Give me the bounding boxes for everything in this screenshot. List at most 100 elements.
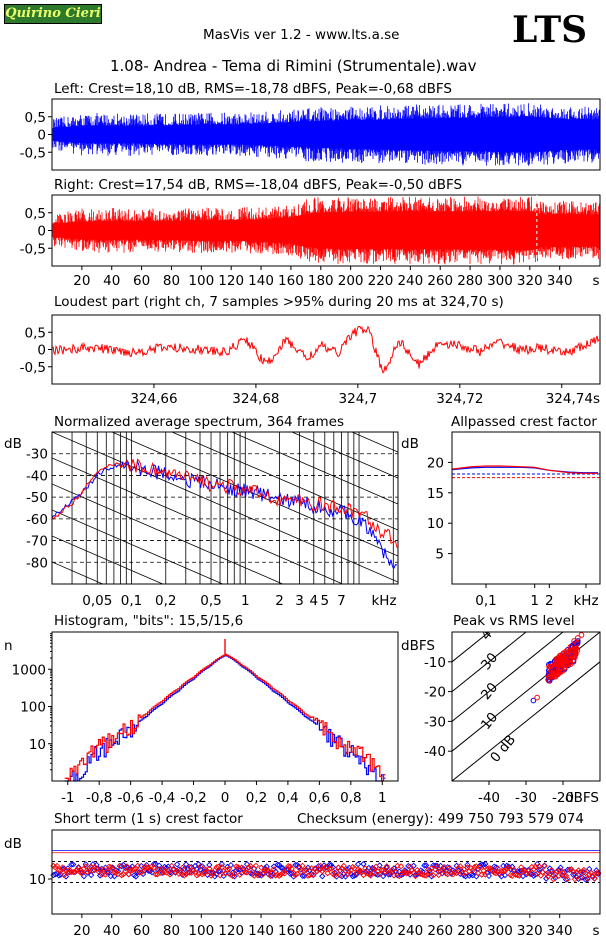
crest-point	[376, 862, 383, 869]
time-axis-label: 300	[487, 273, 513, 289]
spectrum-slope-line	[52, 535, 164, 584]
crest-point	[446, 864, 453, 871]
crest-point	[156, 866, 163, 873]
time-axis-label: 220	[368, 273, 394, 289]
spectrum-slope-line	[290, 432, 398, 479]
peak-vs-rms-ylabel: dBFS	[401, 638, 435, 654]
crest-point	[535, 863, 543, 870]
peak-rms-point	[549, 669, 556, 676]
left-waveform-signal	[52, 103, 600, 166]
crest-point	[82, 863, 89, 870]
crest-point	[274, 861, 281, 868]
crest-point	[260, 871, 267, 878]
crest-point	[268, 870, 276, 877]
time-axis-label: 280	[457, 273, 483, 289]
peak-rms-point	[572, 654, 578, 661]
crest-point	[394, 862, 401, 869]
right-waveform-signal	[52, 196, 600, 265]
crest-point	[483, 865, 491, 873]
histogram-xtick-label: -0,4	[149, 790, 175, 806]
allpassed-xtick-label: kHz	[573, 593, 598, 609]
crest-point	[473, 873, 480, 880]
crest-point	[396, 872, 403, 880]
crest-point	[372, 870, 380, 878]
crest-point	[544, 873, 552, 880]
short-term-crest-xtick-label: 160	[278, 923, 304, 939]
crest-point	[77, 869, 84, 876]
crest-point	[586, 865, 593, 873]
crest-point	[439, 866, 446, 874]
crest-point	[483, 869, 491, 877]
crest-point	[182, 861, 190, 868]
spectrum-xtick-label: 5	[321, 593, 330, 609]
crest-point	[440, 863, 448, 871]
crest-point	[100, 866, 107, 873]
crest-point	[236, 871, 243, 878]
crest-point	[288, 865, 295, 872]
crest-point	[304, 872, 312, 879]
crest-point	[251, 872, 258, 879]
crest-point	[362, 865, 369, 872]
time-axis-label: 120	[218, 273, 244, 289]
crest-point	[543, 870, 550, 878]
crest-point	[234, 864, 242, 871]
crest-point	[283, 866, 290, 873]
peak-rms-point	[555, 664, 561, 670]
crest-point	[510, 867, 518, 875]
crest-point	[304, 864, 312, 871]
crest-point	[478, 871, 485, 878]
peak-vs-rms-ytick-label: -30	[424, 714, 446, 730]
short-term-crest-xtick-label: 300	[487, 923, 513, 939]
crest-point	[564, 866, 571, 873]
peak-rms-point	[554, 671, 561, 678]
right-waveform-title: Right: Crest=17,54 dB, RMS=-18,04 dBFS, …	[54, 177, 463, 193]
histogram-xtick-label: 0	[221, 790, 230, 806]
crest-point	[191, 868, 199, 876]
crest-point	[96, 866, 104, 873]
crest-point	[53, 862, 61, 870]
loudest-xtick-label: 324,72	[436, 391, 483, 407]
short-term-crest-xtick-label: 120	[218, 923, 244, 939]
crest-point	[75, 864, 82, 872]
crest-point	[591, 875, 598, 882]
peak-rms-point	[574, 640, 580, 646]
crest-point	[222, 870, 229, 877]
allpassed-crest-title: Allpassed crest factor	[451, 414, 597, 430]
crest-diagonal-label: 20	[478, 680, 501, 703]
loudest-xtick-label: 324,74s	[546, 391, 600, 407]
spectrum-slope-line	[170, 432, 398, 531]
crest-point	[258, 864, 265, 871]
crest-point	[426, 869, 433, 876]
crest-point	[107, 873, 114, 880]
checksum-label: Checksum (energy): 499 750 793 579 074	[297, 811, 584, 827]
crest-point	[392, 869, 399, 876]
crest-point	[584, 875, 591, 882]
crest-point	[301, 867, 308, 874]
crest-point	[397, 871, 405, 879]
crest-point	[460, 866, 467, 873]
crest-point	[87, 863, 95, 870]
crest-point	[179, 864, 186, 871]
crest-point	[487, 865, 494, 872]
crest-point	[55, 872, 63, 879]
time-axis-label: 320	[517, 273, 543, 289]
crest-point	[104, 868, 111, 875]
crest-point	[340, 862, 347, 870]
left-waveform-ytick-label: 0,5	[25, 110, 46, 126]
time-axis-label: 60	[133, 273, 150, 289]
short-term-crest-ylabel: dB	[4, 836, 22, 852]
crest-point	[279, 869, 286, 877]
crest-point	[476, 864, 484, 871]
crest-point	[372, 863, 380, 870]
crest-point	[204, 868, 211, 875]
crest-diagonal-label: 40	[478, 620, 501, 643]
spectrum-slope-line	[52, 457, 344, 584]
crest-diagonal-label: 0 dB	[487, 732, 519, 766]
loudest-xtick-label: 324,66	[130, 391, 177, 407]
left-waveform-ytick-label: 0	[37, 128, 46, 144]
crest-point	[197, 863, 204, 870]
crest-point	[86, 867, 93, 874]
crest-point	[122, 867, 129, 875]
crest-point	[299, 862, 306, 869]
crest-point	[245, 863, 252, 871]
